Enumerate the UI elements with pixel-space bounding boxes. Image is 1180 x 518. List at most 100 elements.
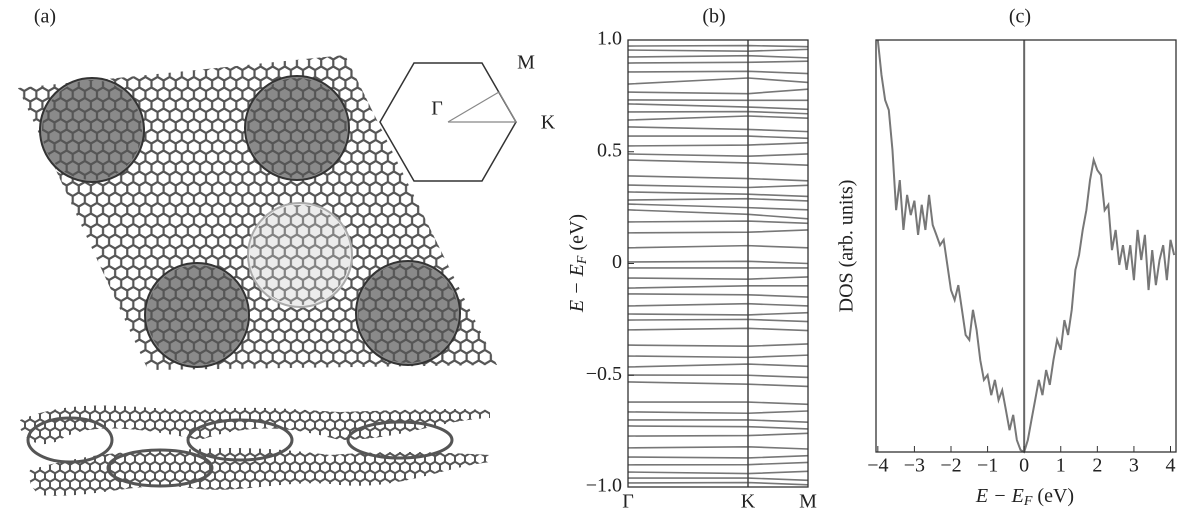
- bz-label: K: [541, 112, 556, 134]
- band: [627, 318, 809, 323]
- band: [627, 54, 809, 59]
- molecule-pattern: [42, 80, 142, 180]
- label-subscript: F: [575, 255, 590, 265]
- band: [627, 77, 809, 85]
- band: [627, 153, 809, 158]
- x-tick-label: 0: [1019, 455, 1029, 477]
- band: [627, 432, 809, 437]
- band: [628, 135, 809, 140]
- label-part: (eV): [1032, 485, 1074, 507]
- x-axis-label: E − EF (eV): [975, 485, 1074, 510]
- band: [628, 419, 809, 423]
- band: [627, 60, 809, 64]
- band: [627, 260, 809, 265]
- side-layer: [20, 405, 490, 445]
- band: [627, 470, 809, 475]
- brillouin-zone: Γ K M: [379, 52, 556, 182]
- band: [627, 110, 809, 115]
- band: [627, 184, 809, 189]
- x-tick-label: 3: [1129, 455, 1139, 477]
- bz-label: M: [517, 52, 535, 74]
- x-tick-label: 2: [1092, 455, 1102, 477]
- band: [627, 285, 808, 289]
- x-tick-label: 4: [1166, 455, 1176, 477]
- panel-a: (a) Γ K M: [18, 6, 556, 496]
- band: [627, 115, 809, 121]
- y-axis-label: DOS (arb. units): [836, 180, 858, 313]
- path-m-k: [498, 91, 517, 123]
- x-tick-label: 1: [1056, 455, 1066, 477]
- y-tick-label: 1.0: [597, 28, 622, 50]
- band: [627, 454, 809, 459]
- y-tick-label: −1.0: [586, 475, 622, 497]
- bz-label: Γ: [431, 98, 443, 120]
- plot-frame: [875, 39, 1177, 453]
- band: [627, 70, 809, 75]
- dos-curve: [876, 39, 1176, 454]
- molecule-pattern: [247, 78, 347, 178]
- band: [627, 220, 809, 225]
- band: [627, 374, 809, 379]
- band: [627, 191, 809, 198]
- panel-title: (b): [702, 6, 725, 28]
- fullerene-molecules: [39, 75, 461, 368]
- band: [627, 175, 809, 182]
- band: [627, 126, 809, 133]
- band: [627, 302, 809, 307]
- band: [627, 445, 809, 450]
- band: [627, 481, 809, 486]
- band: [627, 88, 809, 95]
- band: [627, 381, 809, 388]
- band: [627, 276, 809, 280]
- band: [627, 48, 809, 52]
- molecule-pattern: [147, 265, 247, 365]
- band: [627, 425, 809, 430]
- molecule-side: [26, 416, 114, 464]
- x-tick-label: −3: [904, 455, 925, 477]
- band: [627, 461, 809, 466]
- band: [628, 477, 809, 482]
- molecule-side: [106, 448, 214, 488]
- path-gamma-m: [447, 91, 500, 123]
- band: [627, 209, 809, 220]
- x-tick-label: −4: [867, 455, 888, 477]
- panel-label: (a): [34, 6, 56, 28]
- band: [627, 293, 809, 298]
- x-tick-label: Γ: [622, 491, 634, 513]
- band: [627, 159, 809, 166]
- band: [627, 244, 809, 249]
- x-tick-label: −1: [977, 455, 998, 477]
- band: [627, 229, 809, 234]
- band: [627, 410, 809, 415]
- molecule-side: [186, 418, 294, 462]
- side-view: [20, 405, 490, 496]
- band: [627, 197, 809, 202]
- y-tick-label: −0.5: [586, 363, 622, 385]
- x-tick-label: K: [741, 491, 756, 513]
- label-part: (eV): [566, 214, 588, 256]
- band: [627, 311, 809, 316]
- x-tick-label: M: [799, 491, 817, 513]
- molecule-side: [346, 420, 454, 460]
- plot-frame: [627, 39, 809, 488]
- y-tick-label: 0.5: [597, 139, 622, 161]
- panel-title: (c): [1009, 6, 1031, 28]
- label-part: E − E: [566, 264, 588, 313]
- band: [627, 103, 809, 111]
- molecule-pattern: [250, 205, 350, 305]
- band: [627, 203, 809, 211]
- band: [628, 401, 809, 406]
- band: [627, 44, 809, 48]
- band: [627, 363, 809, 368]
- y-axis-label: E − EF (eV): [566, 214, 591, 313]
- label-subscript: F: [1023, 494, 1033, 509]
- y-tick-label: 0: [612, 251, 622, 273]
- molecule-pattern: [358, 263, 458, 363]
- band: [627, 343, 809, 347]
- x-tick-label: −2: [940, 455, 961, 477]
- label-part: E − E: [975, 485, 1024, 507]
- band: [627, 354, 809, 359]
- band: [627, 327, 809, 332]
- band: [627, 142, 809, 147]
